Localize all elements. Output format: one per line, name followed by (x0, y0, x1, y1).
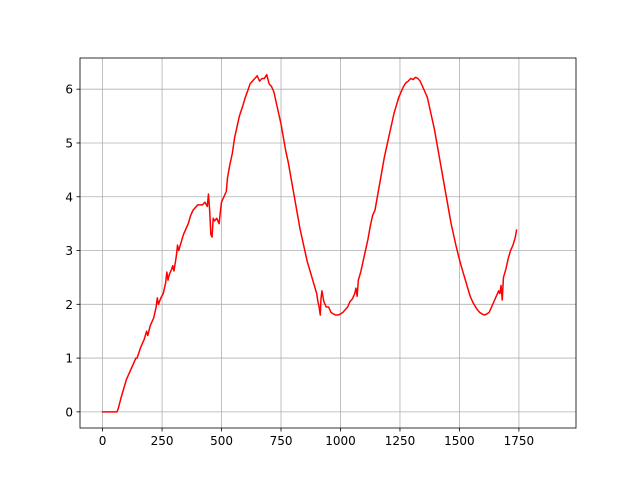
y-tick-label: 4 (65, 190, 73, 204)
y-tick-label: 2 (65, 298, 73, 312)
series-line (101, 73, 518, 413)
x-tick-label: 750 (270, 434, 293, 448)
y-tick-label: 6 (65, 83, 73, 97)
y-tick-label: 0 (65, 405, 73, 419)
x-tick-label: 1000 (325, 434, 356, 448)
y-tick-label: 3 (65, 244, 73, 258)
x-tick-label: 500 (210, 434, 233, 448)
x-tick-label: 250 (151, 434, 174, 448)
axes-frame (79, 57, 577, 429)
plot-area (80, 58, 576, 428)
x-tick-label: 1750 (504, 434, 535, 448)
y-tick-label: 5 (65, 136, 73, 150)
x-tick-label: 1500 (444, 434, 475, 448)
y-tick-label: 1 (65, 352, 73, 366)
x-tick-label: 1250 (385, 434, 416, 448)
axes: 0 250 500 750 1000 1250 1500 1750 0 1 2 3 4 5 6 (65, 57, 577, 448)
series-layer (101, 73, 518, 413)
x-tick-label: 0 (99, 434, 107, 448)
